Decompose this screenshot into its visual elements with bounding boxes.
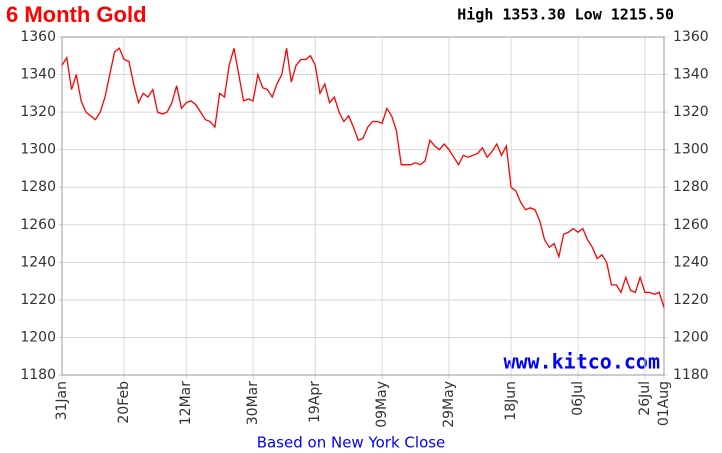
y-tick-label: 1360 (20, 29, 56, 45)
y-tick-label: 1340 (20, 67, 56, 83)
y-tick-label: 1220 (20, 292, 56, 308)
y-tick-label: 1300 (20, 142, 56, 158)
y-tick-label-right: 1180 (673, 367, 709, 383)
y-tick-label: 1280 (20, 179, 56, 195)
y-tick-label-right: 1320 (673, 104, 709, 120)
y-tick-label-right: 1300 (673, 142, 709, 158)
y-tick-label-right: 1240 (673, 254, 709, 270)
plot-border (61, 36, 665, 376)
watermark: www.kitco.com (503, 350, 660, 374)
y-tick-label-right: 1260 (673, 217, 709, 233)
y-tick-label: 1260 (20, 217, 56, 233)
y-tick-label-right: 1200 (673, 329, 709, 345)
x-tick-label: 12Mar (178, 381, 194, 425)
x-tick-label: 01Aug (656, 381, 672, 426)
x-tick-label: 18Jun (503, 381, 519, 421)
x-tick-label: 19Apr (307, 381, 323, 423)
y-tick-label: 1240 (20, 254, 56, 270)
x-tick-label: 30Mar (245, 381, 261, 425)
y-tick-label: 1200 (20, 329, 56, 345)
x-tick-label: 29May (441, 381, 457, 428)
y-tick-label-right: 1360 (673, 29, 709, 45)
high-low: High 1353.30 Low 1215.50 (457, 6, 674, 24)
price-line (61, 47, 665, 308)
y-tick-label: 1320 (20, 104, 56, 120)
x-tick-label: 09May (374, 381, 390, 428)
chart-title: 6 Month Gold (6, 2, 147, 27)
y-tick-label-right: 1220 (673, 292, 709, 308)
x-tick-label: 06Jul (570, 381, 586, 416)
x-axis-label: Based on New York Close (257, 434, 446, 452)
y-tick-label-right: 1280 (673, 179, 709, 195)
x-tick-label: 20Feb (116, 381, 132, 424)
y-tick-label-right: 1340 (673, 67, 709, 83)
x-tick-label: 31Jan (54, 381, 70, 420)
y-tick-label: 1180 (20, 367, 56, 383)
x-tick-label: 26Jul (637, 381, 653, 416)
